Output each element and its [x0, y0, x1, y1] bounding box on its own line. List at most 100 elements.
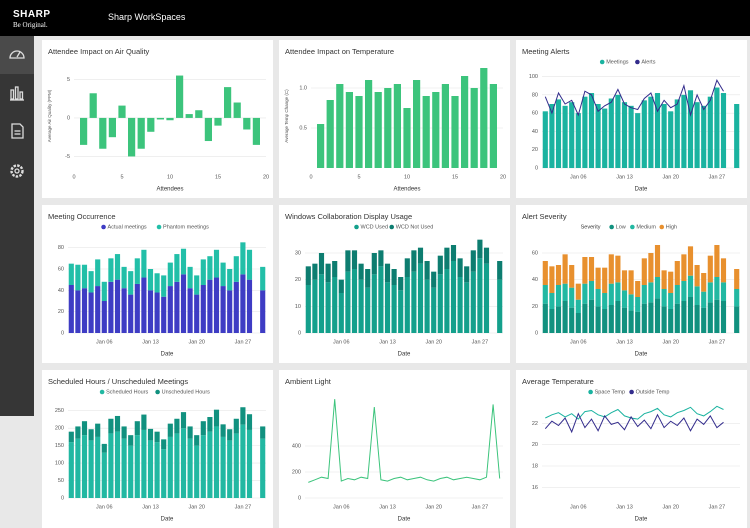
bar: [200, 259, 206, 285]
bar: [134, 258, 140, 284]
bar: [654, 93, 661, 168]
bar: [204, 117, 212, 142]
document-icon[interactable]: [11, 123, 24, 139]
bar: [417, 247, 424, 264]
bar: [95, 436, 101, 498]
bar: [398, 277, 404, 291]
panel-title: Ambient Light: [285, 377, 332, 386]
x-tick-label: Jan 27: [709, 339, 726, 345]
settings-icon[interactable]: [10, 164, 24, 178]
bar: [213, 277, 220, 333]
bar: [681, 94, 687, 168]
chart: Alert Severity 0 20 40 60 Date Jan 06 Jan 13 Jan…: [522, 212, 740, 358]
bar: [176, 75, 184, 118]
y-tick-label: 18: [532, 463, 538, 469]
bar: [68, 431, 74, 443]
reports-icon[interactable]: [10, 86, 24, 101]
bar: [240, 242, 246, 275]
bar: [141, 414, 147, 430]
bar: [345, 250, 351, 272]
bar: [687, 275, 694, 297]
sidebar-icons: [0, 36, 34, 178]
bar: [562, 105, 568, 168]
y-tick-label: 0: [535, 165, 538, 171]
dashboard-icon[interactable]: [9, 50, 25, 59]
bar: [141, 429, 147, 498]
bar: [575, 113, 581, 168]
panel-title: Alert Severity: [522, 212, 567, 221]
bar: [549, 309, 555, 333]
legend-title: Severity: [581, 224, 601, 230]
bar: [398, 290, 404, 333]
bar: [562, 254, 568, 284]
bar: [207, 256, 213, 280]
x-tick-label: Jan 13: [616, 339, 633, 345]
bar: [88, 292, 94, 333]
bar: [233, 418, 239, 434]
bar: [108, 281, 114, 333]
bar: [200, 421, 206, 436]
bar: [694, 265, 700, 287]
bar: [134, 435, 140, 498]
x-tick-label: Jan 13: [379, 339, 396, 345]
x-tick-label: Jan 20: [662, 504, 679, 510]
bar: [147, 290, 154, 333]
bar: [668, 111, 674, 168]
bar: [156, 117, 164, 120]
panel: Attendee Impact on Air Quality -5 0 5 Averag…: [42, 40, 273, 198]
x-tick-label: 15: [215, 174, 221, 180]
panel-title: Meeting Alerts: [522, 47, 570, 56]
y-tick-label: 100: [55, 461, 64, 467]
bar: [417, 263, 424, 333]
y-tick-label: 20: [532, 442, 538, 448]
bar: [167, 423, 173, 437]
x-tick-label: Jan 06: [570, 174, 587, 180]
bar: [180, 248, 187, 275]
x-tick-label: Jan 27: [709, 504, 726, 510]
bar: [720, 258, 727, 283]
y-tick-label: 0: [67, 115, 70, 121]
bar: [128, 435, 134, 446]
panel: Alert Severity 0 20 40 60 Date Jan 06 Jan 13 Jan…: [516, 205, 747, 363]
bar: [95, 259, 101, 287]
legend-label: Unscheduled Hours: [162, 389, 211, 395]
x-tick-label: Jan 20: [425, 339, 442, 345]
bar: [101, 281, 107, 301]
bar: [648, 302, 654, 333]
bar: [233, 433, 239, 498]
bar: [317, 124, 325, 168]
bar: [681, 281, 687, 301]
bar: [661, 104, 667, 168]
bar: [200, 435, 206, 498]
y-tick-label: 10: [295, 304, 301, 310]
bar: [312, 263, 318, 280]
legend-marker: [389, 224, 394, 230]
bar: [464, 282, 470, 333]
bar: [326, 100, 334, 168]
x-axis-label: Date: [161, 517, 174, 523]
x-tick-label: Jan 20: [662, 339, 679, 345]
bar: [457, 258, 463, 277]
y-tick-label: 20: [532, 147, 538, 153]
x-tick-label: Jan 06: [570, 339, 587, 345]
bar: [555, 306, 562, 333]
bar: [332, 261, 338, 277]
bar: [687, 90, 694, 168]
bar: [384, 263, 391, 283]
bar: [555, 285, 562, 307]
x-axis-label: Date: [398, 517, 411, 523]
active-item: [0, 36, 34, 74]
bar: [648, 96, 654, 168]
y-tick-label: 400: [292, 443, 301, 449]
bar: [489, 84, 497, 168]
bar: [161, 296, 167, 333]
bar: [694, 305, 700, 333]
bar: [714, 87, 720, 168]
x-tick-label: Jan 27: [709, 174, 726, 180]
bar: [588, 281, 595, 300]
bar: [403, 108, 411, 168]
bar: [480, 68, 488, 168]
bar: [318, 274, 325, 333]
y-tick-label: 200: [292, 469, 301, 475]
bar: [582, 283, 588, 304]
